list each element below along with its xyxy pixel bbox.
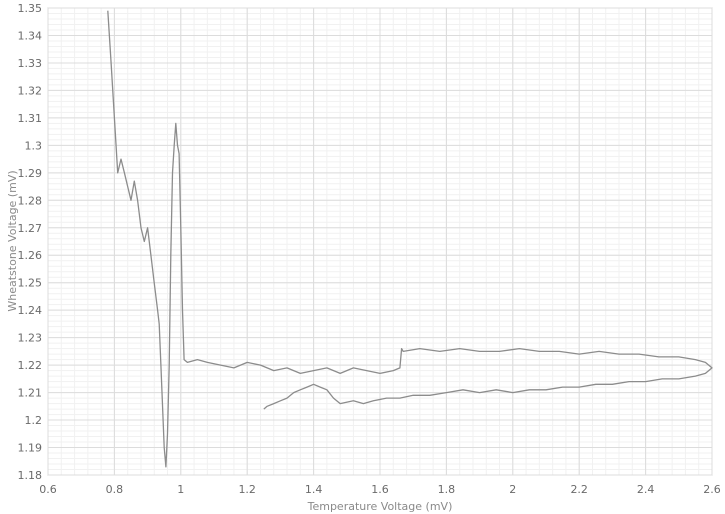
- y-tick-label: 1.35: [18, 2, 43, 15]
- y-tick-label: 1.34: [18, 29, 43, 42]
- y-tick-label: 1.32: [18, 84, 43, 97]
- x-tick-label: 0.8: [106, 483, 124, 496]
- x-tick-label: 2.2: [570, 483, 588, 496]
- x-tick-label: 1.2: [238, 483, 256, 496]
- x-tick-label: 1.6: [371, 483, 389, 496]
- y-tick-label: 1.31: [18, 112, 43, 125]
- y-tick-label: 1.22: [18, 359, 43, 372]
- y-tick-label: 1.3: [25, 139, 43, 152]
- y-tick-labels: 1.18 1.19 1.2 1.21 1.22 1.23 1.24 1.25 1.26 1.27 1…: [18, 2, 43, 482]
- x-tick-labels: 0.6 0.8 1 1.2 1.4 1.6 1.8 2 2.2 2.4 2.6: [39, 483, 721, 496]
- y-tick-label: 1.23: [18, 332, 43, 345]
- y-tick-label: 1.29: [18, 167, 43, 180]
- y-tick-label: 1.24: [18, 304, 43, 317]
- y-tick-label: 1.19: [18, 442, 43, 455]
- y-tick-label: 1.26: [18, 249, 43, 262]
- x-tick-label: 1: [177, 483, 184, 496]
- x-tick-label: 2.6: [703, 483, 721, 496]
- y-tick-label: 1.33: [18, 57, 43, 70]
- y-tick-label: 1.2: [25, 414, 43, 427]
- x-tick-label: 1.8: [438, 483, 456, 496]
- x-tick-label: 2.4: [637, 483, 655, 496]
- y-tick-label: 1.27: [18, 222, 43, 235]
- y-tick-label: 1.25: [18, 277, 43, 290]
- y-tick-label: 1.21: [18, 387, 43, 400]
- x-tick-label: 0.6: [39, 483, 57, 496]
- y-axis-label: Wheatstone Voltage (mV): [6, 170, 19, 311]
- y-tick-label: 1.18: [18, 469, 43, 482]
- x-tick-label: 1.4: [305, 483, 323, 496]
- x-tick-label: 2: [509, 483, 516, 496]
- x-axis-label: Temperature Voltage (mV): [307, 500, 453, 513]
- y-tick-label: 1.28: [18, 194, 43, 207]
